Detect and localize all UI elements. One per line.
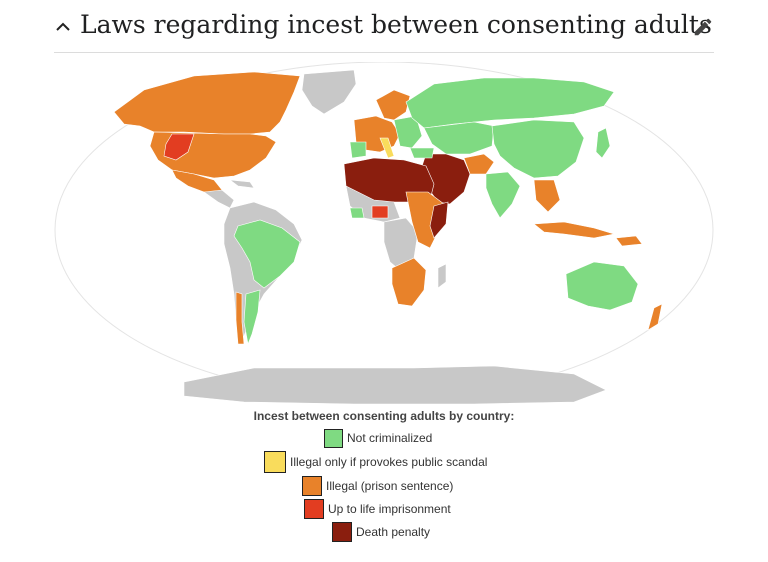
region-chile [235, 291, 245, 345]
legend-swatch [302, 476, 322, 496]
region-somalia [429, 201, 449, 239]
region-antarctica [183, 365, 607, 405]
region-papua [615, 235, 643, 247]
section-header: Laws regarding incest between consenting… [54, 8, 714, 53]
legend-label: Up to life imprisonment [328, 502, 451, 516]
region-brazil [233, 219, 301, 289]
legend-title: Incest between consenting adults by coun… [253, 409, 515, 423]
legend-item-prison-sentence: Illegal (prison sentence) [302, 475, 453, 497]
region-canada [113, 71, 301, 135]
legend-swatch [264, 451, 286, 473]
chevron-up-icon[interactable] [54, 18, 72, 36]
region-new-zealand [647, 303, 663, 331]
region-china [491, 119, 585, 179]
region-caribbean [228, 179, 255, 189]
legend-swatch [324, 428, 343, 448]
region-nigeria [371, 205, 389, 219]
region-se-asia [533, 179, 561, 213]
region-greenland [301, 69, 357, 115]
legend-item-public-scandal: Illegal only if provokes public scandal [264, 451, 487, 473]
legend-swatch [304, 499, 324, 519]
region-usa-strict [163, 133, 195, 161]
region-indonesia [533, 221, 615, 239]
countries [113, 69, 663, 405]
legend-label: Illegal only if provokes public scandal [290, 455, 488, 469]
world-map [54, 61, 714, 405]
section-title: Laws regarding incest between consenting… [80, 10, 712, 39]
legend-label: Death penalty [356, 525, 431, 539]
region-iberia [349, 141, 367, 159]
region-italy [379, 137, 395, 159]
region-australia [565, 261, 639, 311]
region-west-africa-legal [349, 207, 365, 219]
legend-label: Not criminalized [347, 431, 433, 445]
legend-label: Illegal (prison sentence) [326, 479, 454, 493]
region-middle-east-prison [463, 153, 495, 175]
world-map-svg [54, 61, 714, 405]
region-scandinavia [375, 89, 411, 121]
region-central-america [203, 189, 235, 209]
region-central-asia [423, 121, 495, 155]
legend-item-death-penalty: Death penalty [332, 521, 430, 543]
region-india [485, 171, 521, 219]
region-madagascar [437, 263, 447, 289]
region-argentina [243, 289, 261, 346]
legend-swatch [332, 522, 352, 542]
legend-item-not-criminalized: Not criminalized [324, 427, 432, 449]
region-southern-africa [391, 257, 427, 307]
legend-item-life-imprisonment: Up to life imprisonment [304, 498, 451, 520]
region-turkey [409, 147, 435, 159]
region-japan [595, 127, 611, 159]
pencil-icon[interactable] [692, 16, 714, 38]
